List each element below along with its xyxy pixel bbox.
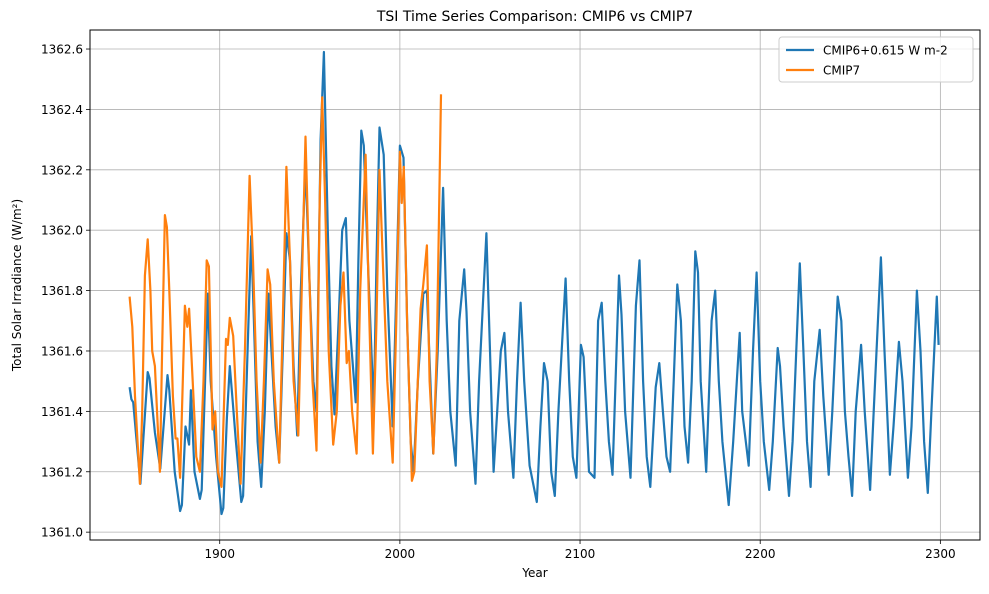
legend-label-cmip6: CMIP6+0.615 W m-2 — [823, 44, 948, 58]
series-lines — [128, 50, 940, 516]
y-tick-label: 1362.0 — [41, 224, 83, 238]
y-tick-label: 1361.4 — [41, 405, 83, 419]
plot-frame — [89, 29, 981, 541]
x-tick-label: 2000 — [385, 547, 416, 561]
y-tick-label: 1362.2 — [41, 163, 83, 177]
x-tick-label: 1900 — [204, 547, 235, 561]
ticks: 1900 2000 2100 2200 2300 1361.0 1361.2 1361.4 13… — [41, 43, 956, 561]
y-tick-label: 1361.6 — [41, 344, 83, 358]
y-tick-label: 1361.2 — [41, 465, 83, 479]
x-axis-label: Year — [521, 566, 547, 580]
legend-label-cmip7: CMIP7 — [823, 64, 860, 78]
legend-box — [778, 36, 974, 83]
y-tick-label: 1361.8 — [41, 284, 83, 298]
x-tick-label: 2100 — [565, 547, 596, 561]
legend: CMIP6+0.615 W m-2 CMIP7 — [778, 36, 974, 83]
x-tick-label: 2300 — [925, 547, 956, 561]
y-axis-label: Total Solar Irradiance (W/m²) — [10, 199, 24, 372]
y-tick-label: 1362.4 — [41, 103, 83, 117]
series-line-cmip7 — [128, 94, 443, 488]
chart-title: TSI Time Series Comparison: CMIP6 vs CMI… — [376, 9, 693, 25]
y-tick-label: 1361.0 — [41, 526, 83, 540]
y-tick-label: 1362.6 — [41, 43, 83, 57]
x-tick-label: 2200 — [745, 547, 776, 561]
series-line-cmip6 — [128, 50, 940, 516]
grid — [90, 30, 980, 540]
